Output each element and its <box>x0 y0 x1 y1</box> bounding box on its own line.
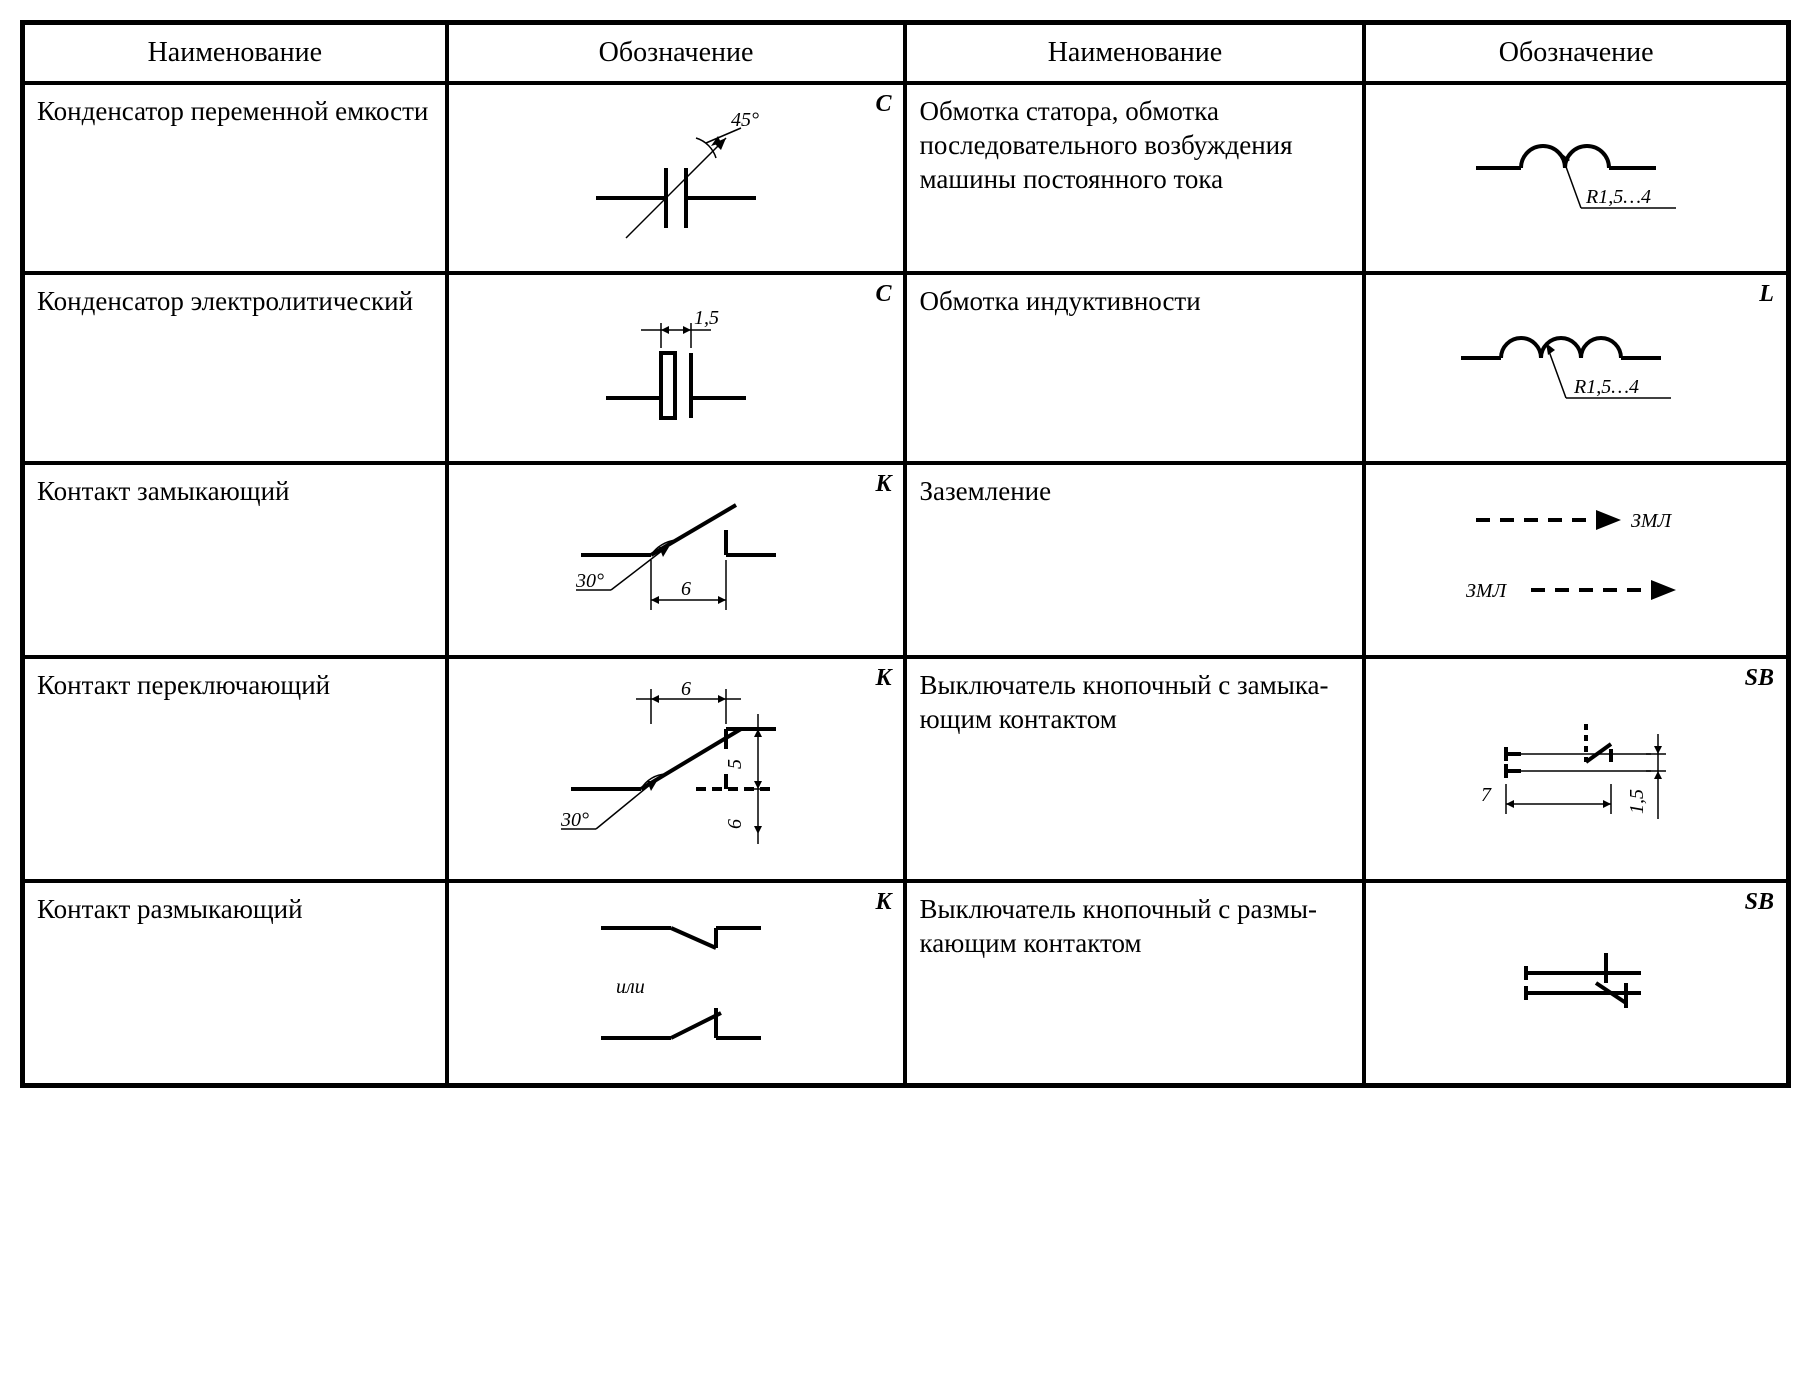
symbol-cell-r2-left: K 30° 6 <box>447 463 906 657</box>
component-name: Обмотка индуктивности <box>919 285 1200 319</box>
dim-h-label: 7 <box>1481 784 1492 806</box>
dim-v-label: 1,5 <box>1626 789 1648 814</box>
ref-label: K <box>875 665 891 692</box>
symbol-cell-r3-right: SB 7 1,5 <box>1364 657 1788 881</box>
name-cell-r1-right: Обмотка индуктивности <box>905 273 1364 463</box>
component-name: Конденсатор электролитический <box>37 285 413 319</box>
component-name: Заземление <box>919 475 1051 509</box>
ref-label: K <box>875 889 891 916</box>
name-cell-r3-right: Выключатель кно­почный с замыка­ющим кон… <box>905 657 1364 881</box>
ref-label: L <box>1759 281 1774 308</box>
ref-label: C <box>875 281 891 308</box>
header-text: Наименование <box>1048 37 1222 69</box>
name-cell-r0-left: Конденсатор переменной емкости <box>23 83 447 273</box>
or-label: или <box>616 976 645 998</box>
component-name: Выключатель кно­почный с замыка­ющим кон… <box>919 669 1350 737</box>
symbol-cell-r4-left: K или <box>447 881 906 1085</box>
component-name: Конденсатор переменной емкости <box>37 95 428 129</box>
angle-label: 30° <box>575 570 604 592</box>
symbols-table: Наименование Обозначение Наименование Об… <box>20 20 1791 1088</box>
name-cell-r3-left: Контакт переключающий <box>23 657 447 881</box>
symbol-cell-r0-right: R1,5…4 <box>1364 83 1788 273</box>
header-text: Обозначение <box>1499 37 1654 69</box>
ground-arrows-symbol: ЗМЛ ЗМЛ <box>1446 475 1706 645</box>
header-text: Наименование <box>148 37 322 69</box>
name-cell-r1-left: Конденсатор электролитический <box>23 273 447 463</box>
dim-v2-label: 6 <box>724 819 746 829</box>
component-name: Контакт замыкающий <box>37 475 289 509</box>
electrolytic-capacitor-symbol: 1,5 <box>566 288 786 448</box>
dim-label: 6 <box>681 578 691 600</box>
angle-label: 45° <box>731 109 759 131</box>
contact-no-symbol: 30° 6 <box>551 475 801 645</box>
header-col3: Наименование <box>905 23 1364 83</box>
ground-label-left: ЗМЛ <box>1466 580 1508 602</box>
symbol-cell-r2-right: ЗМЛ ЗМЛ <box>1364 463 1788 657</box>
ref-label: K <box>875 471 891 498</box>
symbol-cell-r1-right: L R1,5…4 <box>1364 273 1788 463</box>
ground-label-right: ЗМЛ <box>1631 510 1673 532</box>
ref-label: SB <box>1745 889 1774 916</box>
name-cell-r4-right: Выключатель кно­почный с размы­кающим ко… <box>905 881 1364 1085</box>
radius-label: R1,5…4 <box>1573 376 1639 398</box>
contact-changeover-symbol: 30° 6 5 6 <box>546 669 806 869</box>
inductor-3hump-symbol: R1,5…4 <box>1446 298 1706 438</box>
dim-h-label: 6 <box>681 678 691 700</box>
pushbutton-nc-symbol <box>1476 918 1676 1048</box>
header-col1: Наименование <box>23 23 447 83</box>
radius-label: R1,5…4 <box>1585 186 1651 208</box>
dim-label: 1,5 <box>694 307 719 329</box>
name-cell-r4-left: Контакт размыкающий <box>23 881 447 1085</box>
ref-label: C <box>875 91 891 118</box>
component-name: Контакт размыкающий <box>37 893 303 927</box>
pushbutton-no-symbol: 7 1,5 <box>1451 689 1701 849</box>
component-name: Обмотка статора, обмотка последова­тельн… <box>919 95 1350 196</box>
name-cell-r2-right: Заземление <box>905 463 1364 657</box>
symbol-cell-r4-right: SB <box>1364 881 1788 1085</box>
inductor-2hump-symbol: R1,5…4 <box>1456 113 1696 243</box>
contact-nc-symbol: или <box>561 893 791 1073</box>
variable-capacitor-symbol: 45° <box>566 98 786 258</box>
component-name: Контакт переключающий <box>37 669 330 703</box>
name-cell-r0-right: Обмотка статора, обмотка последова­тельн… <box>905 83 1364 273</box>
symbol-cell-r3-left: K 30° 6 5 <box>447 657 906 881</box>
symbol-cell-r1-left: C 1,5 <box>447 273 906 463</box>
ref-label: SB <box>1745 665 1774 692</box>
header-text: Обозначение <box>599 37 754 69</box>
dim-v1-label: 5 <box>724 759 746 769</box>
symbol-cell-r0-left: C 45° <box>447 83 906 273</box>
angle-label: 30° <box>560 809 589 831</box>
header-col2: Обозначение <box>447 23 906 83</box>
header-col4: Обозначение <box>1364 23 1788 83</box>
component-name: Выключатель кно­почный с размы­кающим ко… <box>919 893 1350 961</box>
name-cell-r2-left: Контакт замыкающий <box>23 463 447 657</box>
